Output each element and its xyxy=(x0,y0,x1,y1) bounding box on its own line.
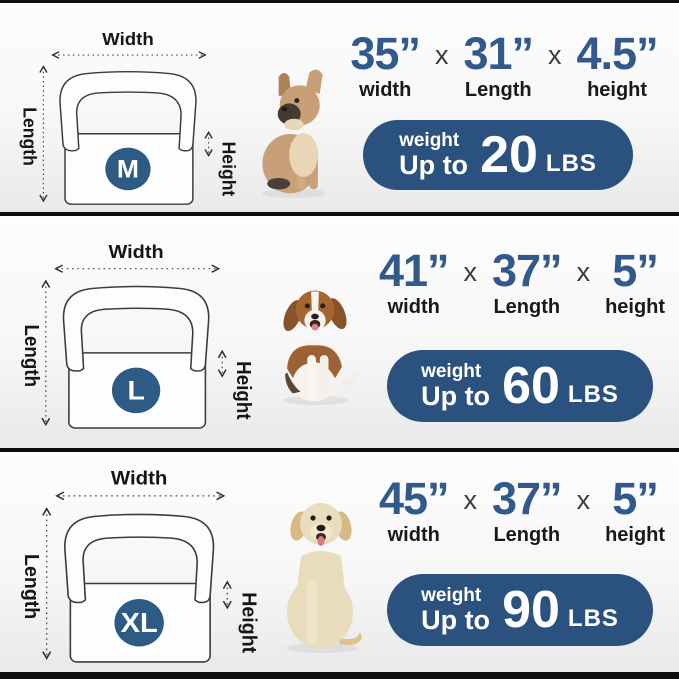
weight-unit: LBS xyxy=(545,149,597,177)
width-label: Width xyxy=(102,30,154,49)
height-value: 5” xyxy=(612,245,659,296)
length-label: Length xyxy=(20,107,41,166)
width-value: 35” xyxy=(350,28,421,79)
weight-capacity-pill: weight Up to 90 LBS xyxy=(387,574,653,646)
size-badge-circle xyxy=(111,367,161,414)
length-label: Length xyxy=(20,554,42,619)
width-unit-label: width xyxy=(387,296,440,318)
divider-bar xyxy=(0,448,679,452)
height-unit-label: height xyxy=(605,296,666,318)
width-value: 41” xyxy=(378,245,450,296)
length-label: Length xyxy=(20,324,43,387)
times-separator: x xyxy=(463,257,478,287)
french-bulldog-photo xyxy=(262,69,326,199)
top-border-bar xyxy=(0,0,679,3)
bottom-border-bar xyxy=(0,672,679,679)
divider-bar xyxy=(0,212,679,216)
times-separator: x xyxy=(463,485,478,515)
dimension-length: 37” Length xyxy=(492,245,563,318)
panel-size-l: Width Length L Height xyxy=(0,216,679,448)
weight-caption: weight Up to xyxy=(421,584,491,635)
weight-caption: weight Up to xyxy=(399,129,469,180)
weight-unit: LBS xyxy=(567,604,619,632)
height-label: Height xyxy=(237,592,259,653)
width-value: 45” xyxy=(378,473,450,524)
dimension-width: 41” width xyxy=(378,245,450,318)
weight-word: weight xyxy=(421,584,482,606)
bed-dimension-diagram-l: Width Length L Height xyxy=(20,242,255,429)
bed-dimension-diagram-xl: Width Length XL Height xyxy=(20,468,260,663)
yellow-labrador-photo xyxy=(286,503,362,653)
dimension-height: 5” height xyxy=(605,476,665,545)
length-unit-label: Length xyxy=(464,79,532,101)
height-unit-label: height xyxy=(587,79,648,101)
dimension-height: 5” height xyxy=(605,248,665,317)
size-badge-letter: XL xyxy=(121,608,158,639)
dimension-height: 4.5” height xyxy=(576,28,659,101)
weight-word: weight xyxy=(399,129,460,151)
width-unit-label: width xyxy=(387,524,440,546)
size-badge-letter: M xyxy=(117,156,139,183)
times-separator: x xyxy=(548,40,562,70)
length-value: 37” xyxy=(492,473,563,524)
weight-value: 60 xyxy=(502,357,560,415)
bed-bolster-outline xyxy=(64,513,215,604)
length-value: 37” xyxy=(492,245,563,296)
width-label: Width xyxy=(111,468,167,489)
weight-value: 90 xyxy=(502,581,560,639)
panel-size-m: Width Length M Height xyxy=(0,3,679,212)
weight-capacity-pill: weight Up to 60 LBS xyxy=(387,350,653,422)
times-separator: x xyxy=(434,40,449,70)
height-value: 5” xyxy=(612,473,659,524)
size-badge-letter: L xyxy=(127,375,144,405)
bed-dimension-diagram-m: Width Length M Height xyxy=(20,30,239,205)
dimensions-row: 41” width x 37” Length x 5” height xyxy=(378,248,666,317)
height-value: 4.5” xyxy=(576,28,659,79)
dimensions-row: 35” width x 31” Length x 4.5” height xyxy=(345,31,663,100)
times-separator: x xyxy=(576,257,591,287)
width-unit-label: width xyxy=(359,79,412,101)
length-unit-label: Length xyxy=(493,296,561,318)
weight-caption: weight Up to xyxy=(421,360,491,411)
height-unit-label: height xyxy=(605,524,666,546)
dimension-length: 37” Length xyxy=(492,473,563,546)
panel-size-xl: Width Length XL Height xyxy=(0,452,679,672)
size-badge-circle xyxy=(105,147,151,191)
length-value: 31” xyxy=(463,28,534,79)
weight-capacity-pill: weight Up to 20 LBS xyxy=(363,120,633,190)
height-label: Height xyxy=(232,361,255,420)
bed-bolster-outline xyxy=(62,285,210,372)
times-separator: x xyxy=(576,485,591,515)
dimension-length: 31” Length xyxy=(463,28,534,101)
weight-word: weight xyxy=(421,360,482,382)
size-badge-circle xyxy=(114,599,164,647)
dimension-width: 45” width xyxy=(378,473,450,546)
up-to-word: Up to xyxy=(399,149,469,180)
dimensions-row: 45” width x 37” Length x 5” height xyxy=(378,476,666,545)
length-unit-label: Length xyxy=(493,524,561,546)
up-to-word: Up to xyxy=(421,604,491,635)
dimension-width: 35” width xyxy=(350,28,421,101)
bed-bolster-outline xyxy=(59,70,197,152)
weight-value: 20 xyxy=(480,126,538,184)
beagle-dog-photo xyxy=(283,290,357,406)
up-to-word: Up to xyxy=(421,380,491,411)
width-label: Width xyxy=(109,242,164,263)
height-label: Height xyxy=(218,142,239,197)
weight-unit: LBS xyxy=(567,380,619,408)
